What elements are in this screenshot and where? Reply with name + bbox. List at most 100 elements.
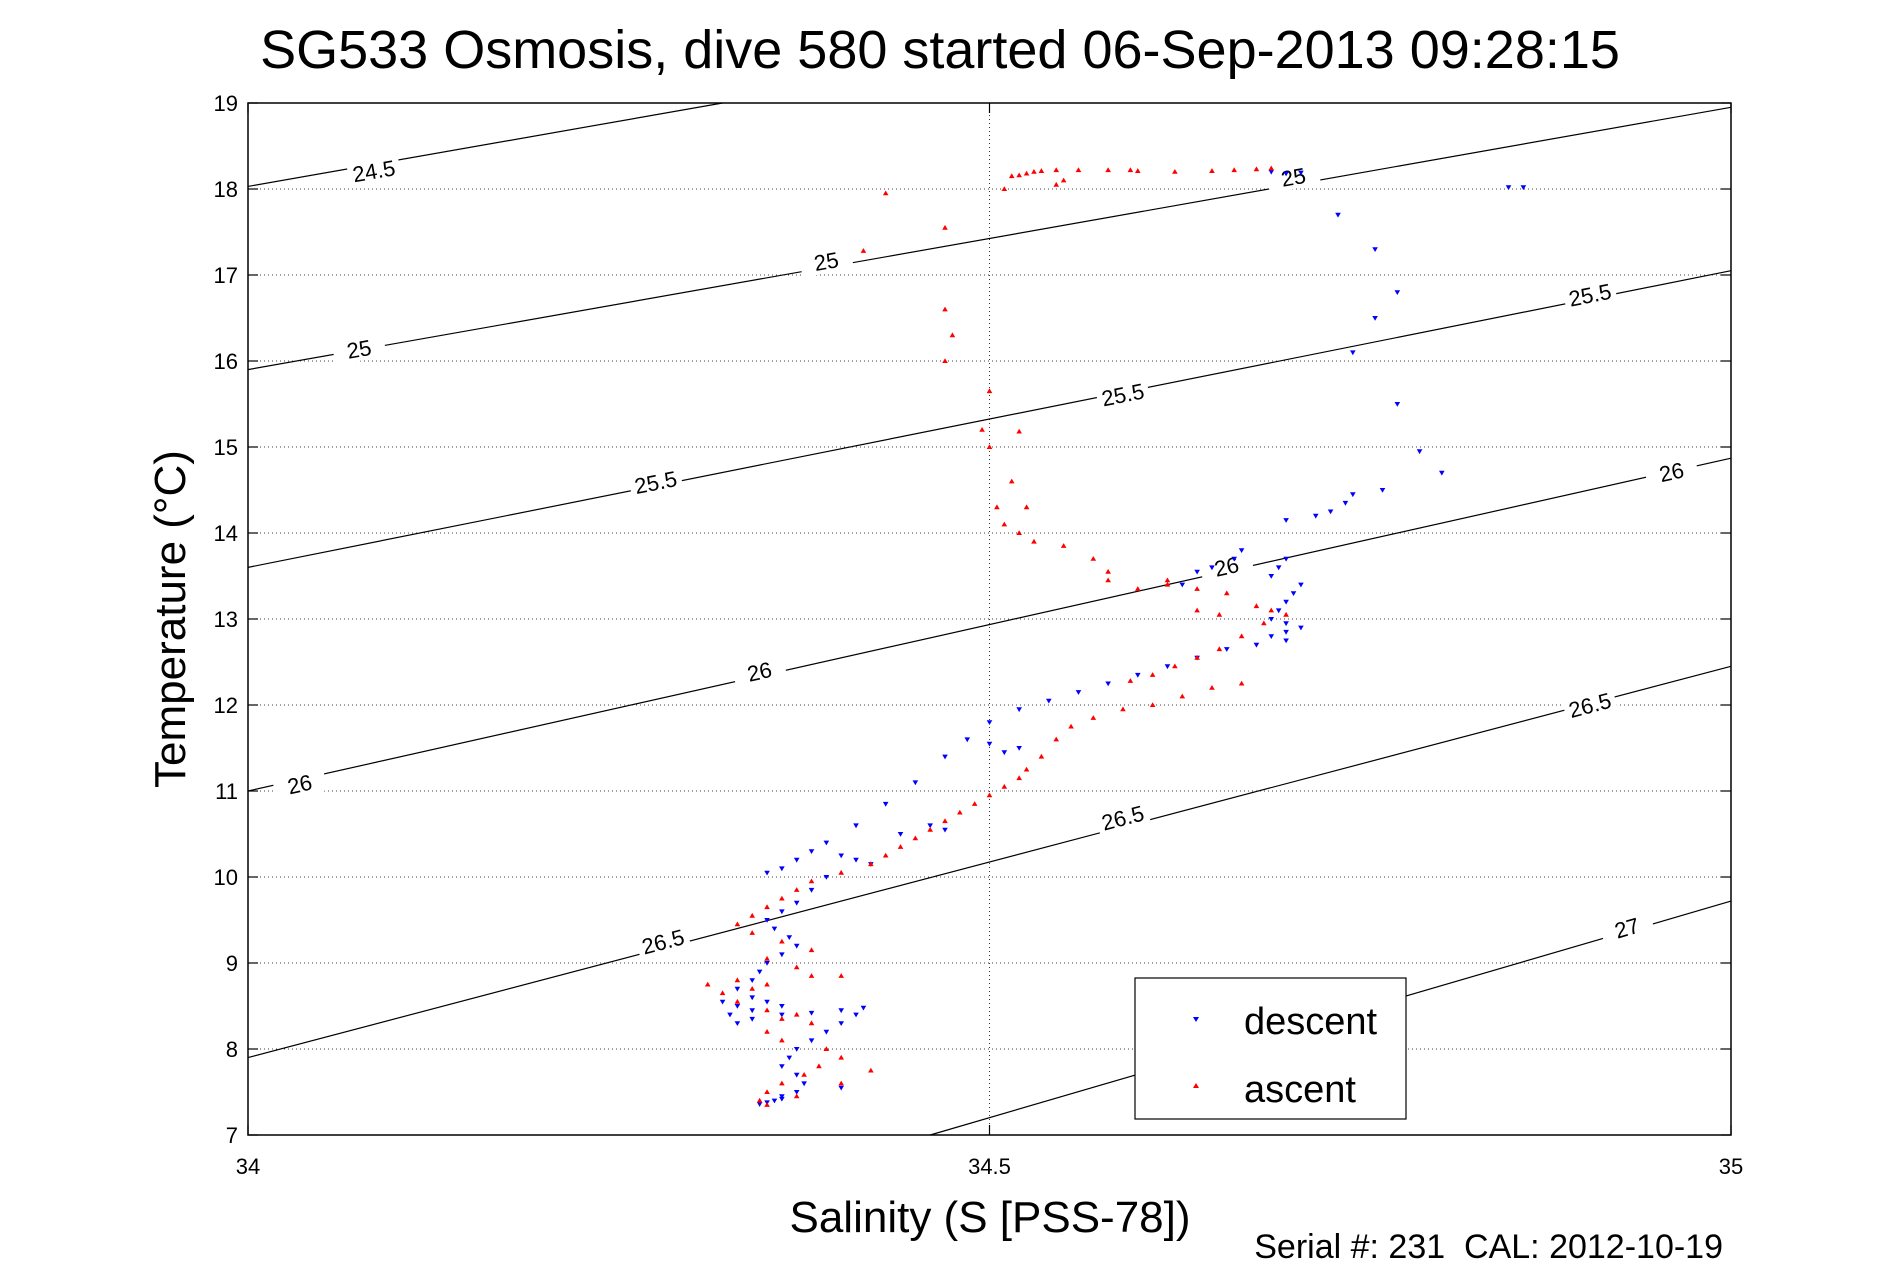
descent-point	[1327, 509, 1334, 515]
contour-label-bg	[345, 152, 402, 188]
ascent-point	[1253, 603, 1260, 609]
ascent-point	[1209, 168, 1215, 173]
ascent-point	[764, 955, 770, 961]
ascent-point	[1172, 169, 1178, 174]
density-contour-26	[247, 457, 1732, 792]
ascent-point	[1238, 633, 1245, 639]
y-tick-label: 8	[226, 1037, 238, 1062]
contour-label-bg	[331, 330, 387, 366]
descent-point	[1505, 185, 1512, 191]
ascent-point	[1001, 186, 1008, 191]
ascent-point	[801, 1072, 807, 1077]
ascent-point	[1194, 654, 1200, 660]
contour-label: 26	[745, 657, 774, 687]
y-tick-label: 17	[214, 263, 238, 288]
descent-point	[838, 1008, 844, 1014]
grid-lines	[248, 103, 1731, 1135]
density-contour-26.5	[247, 665, 1732, 1059]
descent-point	[727, 1012, 733, 1018]
ascent-point	[1179, 693, 1186, 699]
descent-point	[942, 754, 948, 760]
descent-point	[1298, 625, 1304, 631]
descent-point	[793, 857, 800, 863]
ascent-point	[1090, 556, 1097, 561]
ascent-point	[1031, 169, 1037, 174]
ascent-point	[838, 1080, 844, 1086]
descent-point	[1312, 513, 1319, 519]
descent-point	[779, 1094, 785, 1100]
descent-point	[1342, 500, 1349, 506]
y-tick-label: 9	[226, 951, 238, 976]
contour-label: 25.5	[632, 466, 679, 499]
ascent-point	[1001, 783, 1008, 789]
ascent-point	[734, 921, 741, 927]
ascent-point	[734, 977, 741, 983]
y-tick-label: 14	[214, 521, 238, 546]
ascent-point	[994, 504, 1000, 510]
legend-ascent-marker	[1193, 1083, 1199, 1088]
ascent-point	[793, 887, 800, 892]
contour-label: 26.5	[1566, 688, 1614, 723]
ascent-point	[957, 809, 963, 815]
descent-point	[734, 986, 741, 992]
y-tick-label: 19	[214, 91, 238, 116]
descent-point	[1001, 750, 1008, 756]
descent-point	[823, 1029, 830, 1035]
descent-point	[786, 935, 793, 940]
descent-point	[1238, 548, 1245, 553]
calibration-footer: Serial #: 231 CAL: 2012-10-19	[1254, 1228, 1723, 1262]
descent-point	[793, 1047, 800, 1052]
contour-label-bg	[1598, 906, 1656, 947]
descent-point	[853, 857, 859, 863]
ascent-point	[942, 224, 948, 230]
ascent-point	[779, 1016, 785, 1021]
ascent-point	[1223, 590, 1230, 596]
descent-point	[779, 1004, 785, 1009]
ascent-point	[1194, 586, 1200, 591]
ascent-point	[1023, 766, 1030, 772]
descent-point	[882, 801, 889, 807]
contour-label: 26.5	[639, 924, 687, 959]
legend: descent ascent	[1134, 977, 1407, 1120]
descent-point	[853, 823, 859, 829]
descent-point	[1283, 629, 1289, 635]
descent-point	[964, 737, 971, 743]
ascent-point	[868, 1067, 874, 1073]
descent-point	[1209, 565, 1215, 571]
descent-point	[986, 741, 993, 747]
ascent-point	[764, 904, 770, 910]
ascent-point	[1075, 167, 1082, 173]
descent-point	[779, 866, 785, 872]
descent-point	[1231, 556, 1237, 562]
descent-point	[801, 1081, 807, 1087]
density-contour-24.5	[247, 102, 723, 188]
contour-label: 25.5	[1567, 279, 1614, 312]
descent-point	[1075, 690, 1082, 695]
y-tick-label: 11	[215, 779, 238, 804]
ascent-point	[793, 1093, 800, 1099]
contour-label: 25.5	[1099, 378, 1146, 411]
descent-point	[1335, 212, 1341, 218]
descent-point	[771, 926, 778, 932]
ascent-point	[927, 826, 933, 832]
descent-point	[1016, 746, 1022, 751]
ascent-point	[1253, 166, 1260, 172]
ascent-point	[1172, 663, 1178, 669]
ascent-point	[1238, 680, 1245, 686]
contour-label-bg	[1094, 375, 1151, 412]
x-axis-ticks: 34 34.5 35	[236, 103, 1743, 1179]
ascent-point	[897, 844, 904, 849]
descent-point	[1439, 470, 1445, 476]
contour-label: 25	[812, 247, 840, 276]
descent-point	[1283, 518, 1289, 523]
ascent-point	[1090, 715, 1097, 720]
ascent-point	[764, 1007, 770, 1013]
ascent-points	[704, 165, 1289, 1107]
descent-point	[1290, 591, 1297, 596]
ascent-point	[1060, 177, 1067, 183]
ascent-point	[823, 1046, 830, 1051]
descent-point	[1394, 290, 1401, 295]
legend-box	[1134, 977, 1407, 1120]
ascent-point	[1120, 706, 1126, 712]
descent-point	[1298, 582, 1304, 588]
